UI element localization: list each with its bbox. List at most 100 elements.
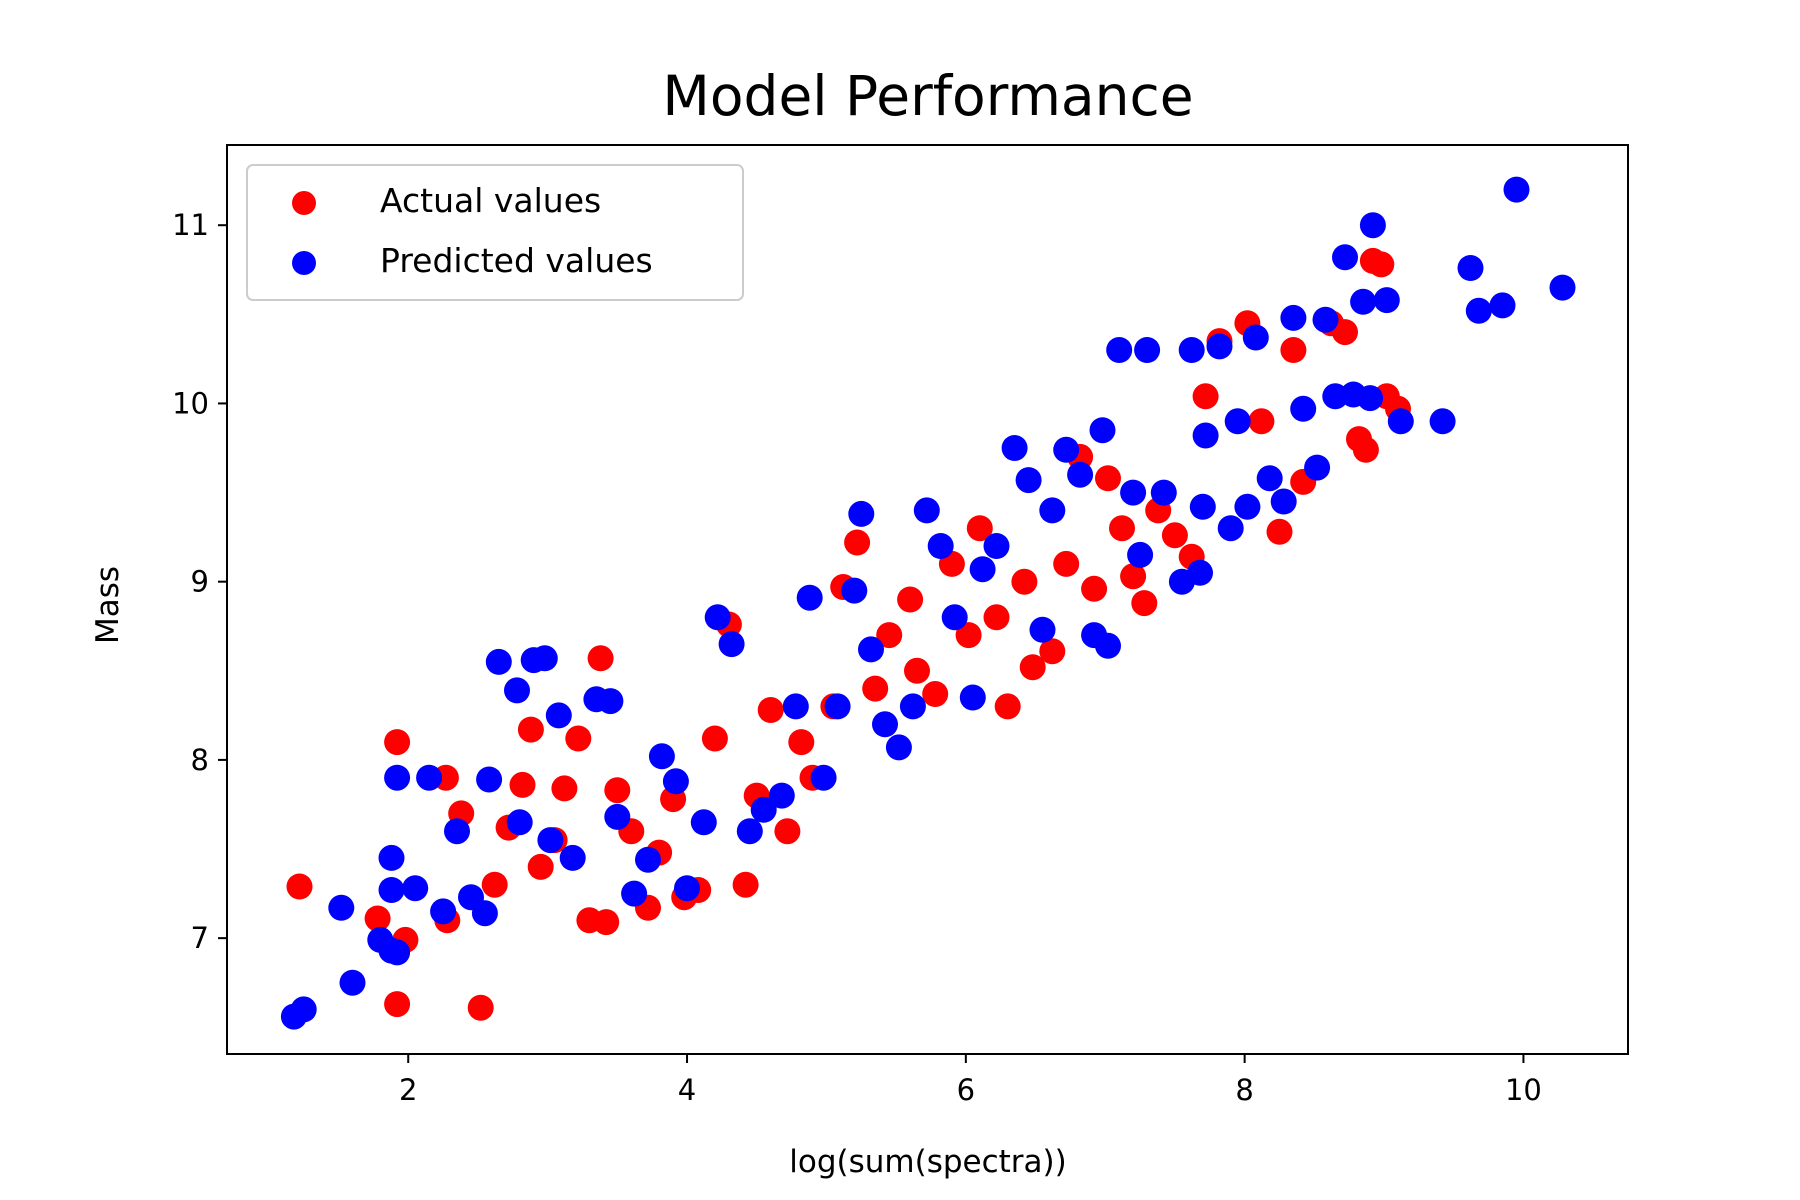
predicted-point xyxy=(872,711,898,738)
x-axis: 2 4 6 8 10 xyxy=(399,1054,1542,1107)
actual-point xyxy=(384,991,411,1018)
predicted-point xyxy=(1234,493,1261,520)
predicted-point xyxy=(559,844,586,871)
predicted-point xyxy=(328,894,355,921)
legend-marker-actual xyxy=(292,191,316,215)
predicted-point xyxy=(1206,333,1233,360)
series-layer xyxy=(280,176,1576,1030)
x-tick-label: 10 xyxy=(1505,1073,1542,1107)
actual-point xyxy=(1266,518,1293,545)
predicted-point xyxy=(537,827,564,854)
predicted-point xyxy=(848,500,875,527)
predicted-point xyxy=(1120,479,1147,506)
predicted-point xyxy=(506,809,533,836)
predicted-point xyxy=(796,584,823,611)
series-predicted xyxy=(280,176,1576,1030)
predicted-point xyxy=(1187,559,1213,586)
predicted-point xyxy=(621,880,648,907)
predicted-point xyxy=(1134,337,1161,363)
actual-point xyxy=(467,994,494,1021)
actual-point xyxy=(593,909,620,936)
predicted-point xyxy=(378,844,405,871)
actual-point xyxy=(1039,638,1066,665)
x-tick-label: 6 xyxy=(957,1073,975,1107)
predicted-point xyxy=(1095,632,1121,659)
actual-point xyxy=(286,873,313,900)
predicted-point xyxy=(1189,493,1216,520)
actual-point xyxy=(897,586,924,613)
predicted-point xyxy=(1029,616,1056,643)
actual-point xyxy=(1120,563,1147,590)
actual-point xyxy=(955,622,982,649)
predicted-point xyxy=(444,818,470,845)
actual-point xyxy=(1280,337,1307,363)
predicted-point xyxy=(885,734,912,761)
actual-point xyxy=(565,725,592,752)
predicted-point xyxy=(471,900,498,927)
x-tick-label: 2 xyxy=(399,1073,417,1107)
legend-box xyxy=(246,164,744,301)
actual-point xyxy=(904,657,930,684)
x-axis-label: log(sum(spectra)) xyxy=(789,1144,1066,1180)
actual-point xyxy=(1192,383,1219,410)
actual-point xyxy=(1019,654,1046,681)
predicted-point xyxy=(913,497,940,524)
predicted-point xyxy=(378,877,405,903)
predicted-point xyxy=(384,939,411,966)
predicted-point xyxy=(545,702,572,729)
predicted-point xyxy=(841,577,868,604)
y-tick-label: 9 xyxy=(191,565,209,599)
predicted-point xyxy=(1015,467,1042,494)
actual-point xyxy=(844,529,871,556)
y-axis-label: Mass xyxy=(90,566,126,644)
chart-title: Model Performance xyxy=(662,64,1193,128)
actual-point xyxy=(481,871,508,898)
predicted-point xyxy=(1489,292,1516,319)
predicted-point xyxy=(690,809,717,836)
actual-point xyxy=(966,515,993,542)
predicted-point xyxy=(941,604,968,631)
predicted-point xyxy=(1192,422,1219,449)
actual-point xyxy=(384,729,411,756)
actual-point xyxy=(1109,515,1135,542)
actual-point xyxy=(1248,408,1275,435)
predicted-point xyxy=(290,996,317,1023)
actual-point xyxy=(527,853,554,880)
actual-point xyxy=(788,729,815,756)
actual-point xyxy=(983,604,1010,631)
predicted-point xyxy=(1357,385,1384,412)
predicted-point xyxy=(1429,408,1456,435)
actual-point xyxy=(1131,590,1158,617)
predicted-point xyxy=(704,604,731,631)
predicted-point xyxy=(983,533,1010,559)
predicted-point xyxy=(736,818,763,845)
predicted-point xyxy=(1001,435,1028,461)
predicted-point xyxy=(1373,287,1400,314)
y-axis: 7 8 9 10 11 xyxy=(172,208,227,955)
predicted-point xyxy=(485,648,512,675)
actual-point xyxy=(1081,575,1108,602)
actual-point xyxy=(732,871,759,898)
predicted-point xyxy=(476,766,503,793)
predicted-point xyxy=(1304,454,1331,481)
predicted-point xyxy=(1217,515,1244,542)
predicted-point xyxy=(1039,497,1066,524)
predicted-point xyxy=(750,796,777,823)
actual-point xyxy=(701,725,728,752)
predicted-point xyxy=(1290,395,1317,422)
predicted-point xyxy=(597,688,624,715)
predicted-point xyxy=(1256,465,1283,492)
predicted-point xyxy=(782,693,809,720)
predicted-point xyxy=(1053,436,1080,463)
actual-point xyxy=(1053,550,1080,577)
actual-point xyxy=(1332,319,1358,346)
predicted-point xyxy=(1242,324,1269,351)
predicted-point xyxy=(969,556,996,583)
predicted-point xyxy=(1465,297,1492,324)
y-tick-label: 10 xyxy=(172,386,209,420)
predicted-point xyxy=(1280,304,1307,331)
predicted-point xyxy=(1387,408,1414,435)
actual-point xyxy=(862,675,889,702)
y-tick-label: 8 xyxy=(191,743,209,777)
